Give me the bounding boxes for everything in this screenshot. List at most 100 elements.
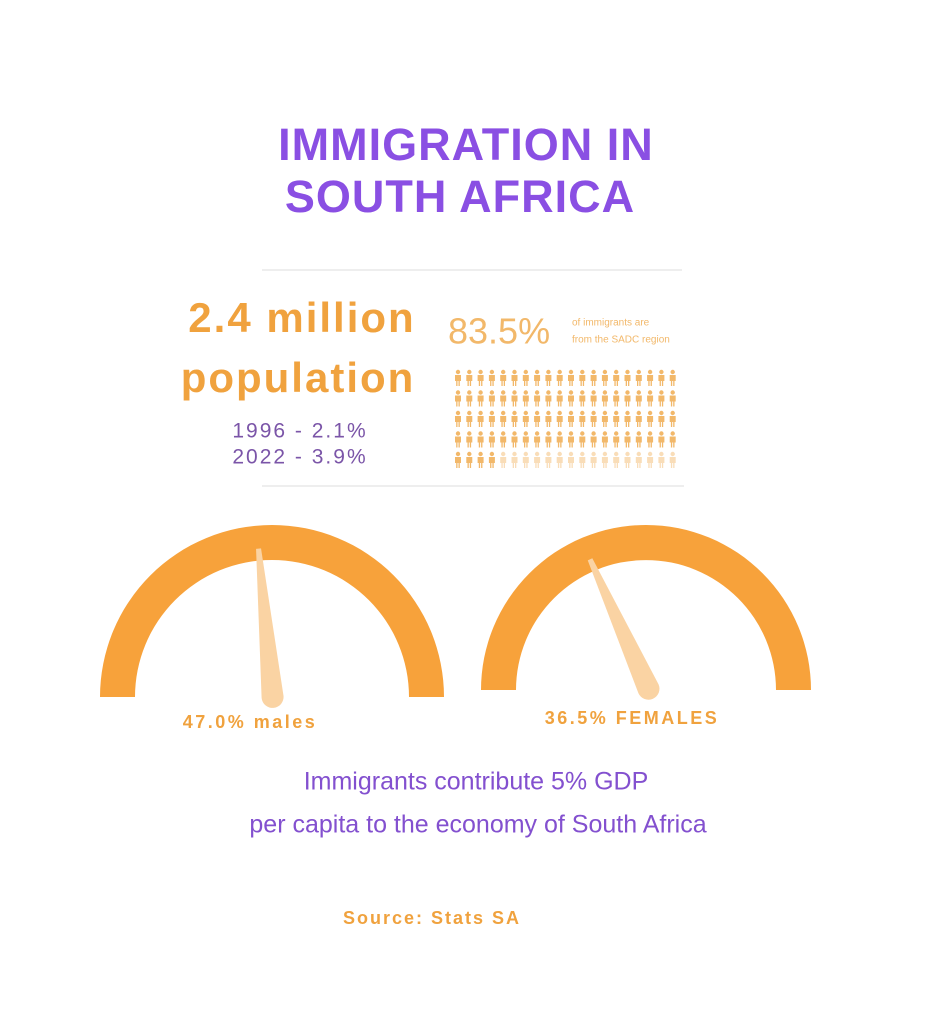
person-icon	[669, 369, 676, 386]
icon-body	[601, 395, 608, 407]
icon-body	[522, 416, 529, 427]
icon-head	[625, 431, 630, 436]
icon-body	[488, 436, 495, 448]
icon-body	[613, 395, 620, 407]
person-icon	[500, 410, 507, 427]
icon-head	[625, 390, 630, 395]
icon-head	[546, 369, 551, 375]
icon-body	[658, 375, 665, 386]
population-headline: 2.4 million	[188, 294, 415, 341]
icon-body	[624, 457, 631, 468]
icon-body	[545, 457, 552, 468]
person-icon	[568, 410, 574, 427]
person-icon	[590, 369, 597, 386]
icon-body	[466, 416, 473, 427]
icon-head	[546, 451, 551, 457]
person-icon	[635, 451, 642, 468]
icon-head	[659, 431, 664, 436]
icon-head	[523, 390, 528, 395]
gauge-arc	[100, 525, 444, 697]
person-icon	[601, 369, 608, 386]
icon-body	[534, 457, 541, 468]
icon-body	[466, 457, 473, 468]
person-icon	[488, 410, 495, 427]
icon-body	[477, 395, 484, 407]
icon-head	[602, 410, 608, 416]
icon-head	[625, 410, 630, 416]
person-icon	[488, 451, 495, 468]
icon-head	[636, 431, 641, 436]
person-icon	[590, 431, 597, 448]
icon-head	[489, 369, 495, 375]
gauge-arc	[481, 525, 811, 690]
icon-head	[478, 431, 483, 436]
icon-body	[500, 395, 507, 407]
icon-head	[557, 451, 562, 457]
icon-body	[477, 375, 484, 386]
person-icon	[635, 410, 642, 427]
icon-body	[647, 457, 654, 468]
icon-head	[602, 369, 608, 375]
icon-head	[568, 451, 574, 457]
icon-head	[591, 369, 596, 375]
icon-head	[501, 390, 506, 395]
person-icon	[511, 369, 518, 386]
icon-head	[455, 451, 461, 457]
icon-body	[647, 416, 654, 427]
icon-head	[467, 451, 472, 457]
person-icon	[534, 451, 541, 468]
icon-head	[501, 410, 506, 416]
icon-head	[591, 451, 596, 457]
icon-body	[624, 395, 631, 407]
person-icon	[624, 431, 631, 448]
icon-body	[613, 375, 620, 386]
person-icon	[624, 451, 631, 468]
person-icon	[488, 431, 495, 448]
icon-head	[534, 431, 540, 436]
icon-head	[580, 451, 585, 457]
icon-head	[647, 390, 653, 395]
person-icon	[522, 390, 529, 407]
icon-body	[522, 395, 529, 407]
person-icon	[477, 390, 484, 407]
icon-body	[568, 457, 574, 468]
gauge-needle	[587, 558, 660, 700]
person-icon	[477, 369, 484, 386]
icon-body	[522, 375, 529, 386]
icon-head	[557, 410, 562, 416]
icon-head	[580, 369, 585, 375]
person-icon	[466, 369, 473, 386]
icon-body	[466, 375, 473, 386]
person-icon	[545, 369, 552, 386]
person-icon	[455, 410, 461, 427]
person-icon	[455, 451, 461, 468]
person-icon	[522, 410, 529, 427]
person-icon	[647, 431, 654, 448]
icon-head	[534, 410, 540, 416]
icon-body	[534, 416, 541, 427]
person-icon	[601, 451, 608, 468]
icon-head	[636, 451, 641, 457]
icon-body	[579, 395, 586, 407]
icon-head	[467, 431, 472, 436]
icon-head	[512, 369, 517, 375]
icon-head	[523, 369, 528, 375]
icon-body	[455, 457, 461, 468]
icon-head	[523, 431, 528, 436]
person-icon	[635, 390, 642, 407]
person-icon	[669, 410, 676, 427]
icon-body	[545, 375, 552, 386]
icon-body	[556, 416, 563, 427]
sadc-percent: 83.5%	[448, 311, 550, 352]
year-stat: 1996 - 2.1%	[232, 420, 367, 443]
gauge-needle	[256, 548, 284, 708]
icon-head	[546, 431, 551, 436]
icon-body	[624, 436, 631, 448]
icon-head	[501, 369, 506, 375]
icon-head	[512, 410, 517, 416]
icon-head	[512, 431, 517, 436]
person-icon	[488, 390, 495, 407]
person-icon	[568, 451, 574, 468]
person-icon	[613, 431, 620, 448]
